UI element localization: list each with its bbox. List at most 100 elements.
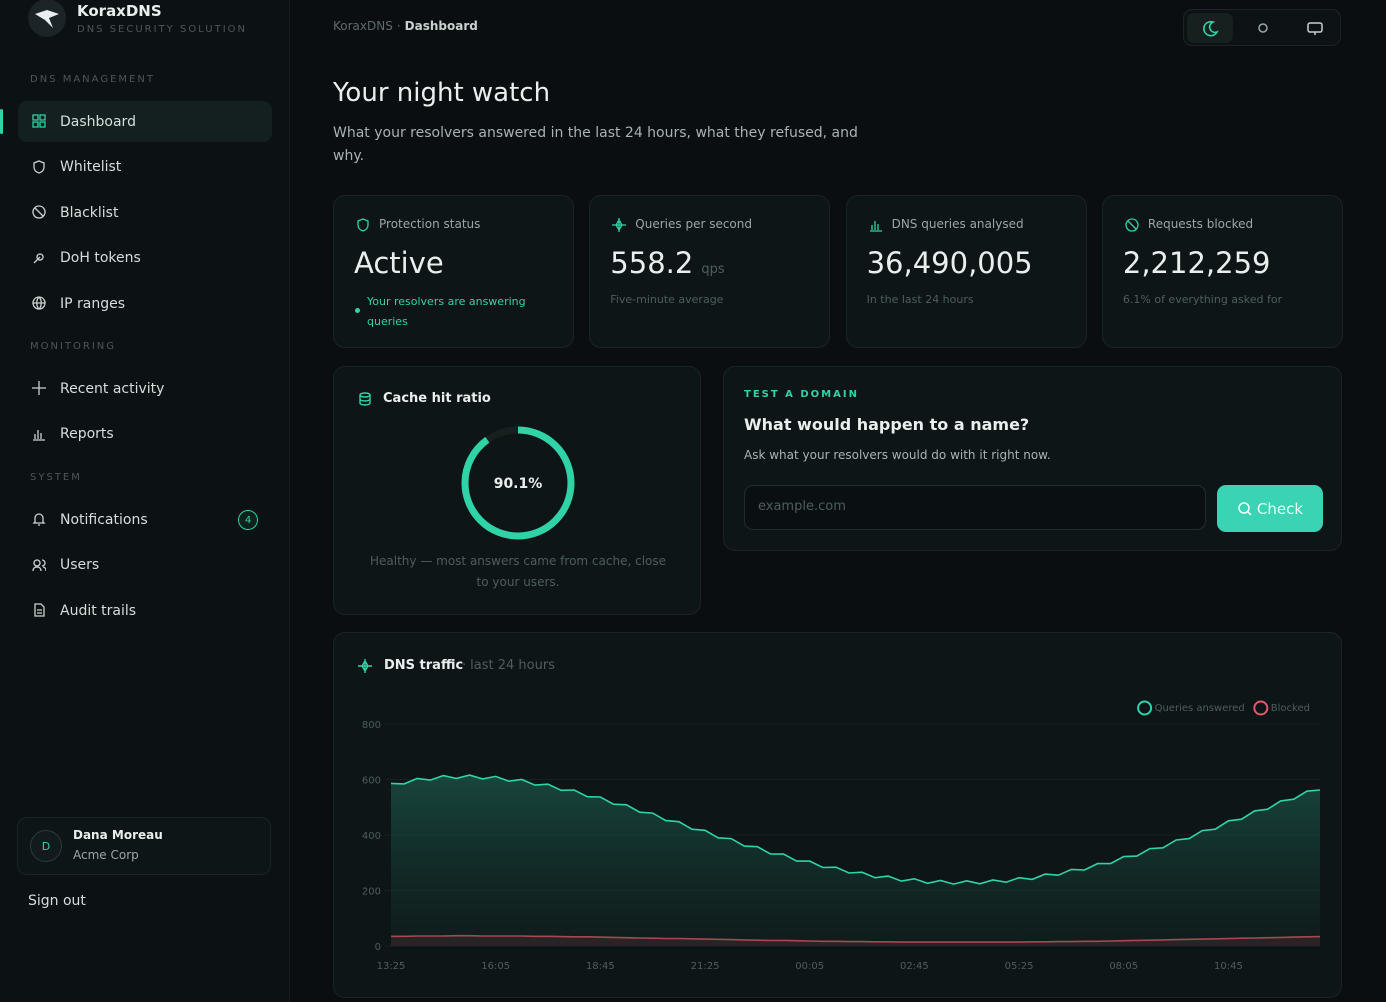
stat-label: Requests blocked [1147, 217, 1254, 231]
stat-label: DNS queries analysed [891, 217, 1024, 231]
nav-label: Users [60, 557, 100, 573]
stat-icon-shape [357, 218, 369, 232]
stat-card: Requests blocked 2,212,259 6.1% of everyth… [1101, 195, 1343, 348]
nav-item[interactable]: Whitelist [18, 147, 272, 188]
series-line [390, 774, 1321, 885]
stat-icon [357, 218, 369, 232]
stat-icon [869, 221, 882, 232]
nav-label: Reports [60, 426, 114, 442]
stat-unit: qps [701, 262, 725, 277]
nav-item[interactable]: Reports [18, 414, 272, 455]
y-tick-label: 800 [362, 720, 381, 731]
sidebar: KoraxDNS DNS SECURITY SOLUTION D Dana Mo… [0, 0, 290, 1002]
nav-item[interactable]: DoH tokens [18, 238, 272, 279]
theme-toggle [1183, 9, 1341, 46]
legend-label: Queries answered [1155, 703, 1245, 714]
series-line [391, 934, 1321, 943]
breadcrumb-current: Dashboard [404, 19, 478, 33]
donut-arc [461, 426, 575, 540]
test-description: Ask what your resolvers would do with it… [744, 448, 1051, 462]
nav-icon [32, 558, 46, 571]
status-dot [355, 308, 360, 313]
cache-icon [359, 392, 371, 406]
x-tick-label: 08:05 [1109, 961, 1138, 972]
x-tick-label: 16:05 [481, 961, 510, 972]
nav-item[interactable]: Blacklist [18, 192, 272, 233]
nav-item[interactable]: Users [18, 545, 272, 586]
x-tick-label: 10:45 [1214, 961, 1243, 972]
traffic-chart: 0 200 400 600 800 13:25 16:05 18:45 21:25 00:05 02… [362, 700, 1321, 972]
nav-icon-shape [32, 296, 46, 310]
check-button[interactable]: Check [1217, 485, 1323, 532]
user-name: Dana Moreau [73, 828, 163, 842]
breadcrumb-root[interactable]: KoraxDNS [333, 19, 393, 33]
theme-light[interactable] [1240, 13, 1286, 43]
chart-title: DNS traffic [384, 658, 464, 673]
cache-donut: 90.1% [461, 426, 575, 540]
nav-label: Recent activity [60, 380, 165, 397]
chart-subtitle-text: last 24 hours [470, 658, 555, 673]
nav-label: Whitelist [60, 159, 122, 175]
nav-item[interactable]: Recent activity [18, 368, 272, 409]
series-area [391, 775, 1320, 946]
page-description: What your resolvers answered in the last… [333, 125, 858, 164]
stat-value-text: 2,212,259 [1122, 246, 1271, 280]
legend-label: Blocked [1271, 703, 1310, 714]
nav-item[interactable]: Dashboard [18, 101, 272, 142]
stat-icon [1125, 218, 1139, 232]
nav-icon-shape [32, 205, 46, 219]
user-card[interactable]: D Dana Moreau Acme Corp [17, 817, 271, 875]
nav-item[interactable]: Notifications 4 [18, 499, 272, 540]
nav-icon [32, 205, 46, 219]
y-tick-label: 200 [362, 887, 381, 898]
y-tick-label: 0 [375, 942, 381, 953]
x-tick-label: 18:45 [586, 961, 615, 972]
brand-tagline: DNS SECURITY SOLUTION [77, 24, 247, 35]
x-tick-label: 21:25 [691, 961, 720, 972]
cache-value: 90.1% [494, 476, 543, 492]
x-tick-label: 13:25 [377, 961, 406, 972]
x-tick-label: 00:05 [795, 961, 824, 972]
test-card: TEST A DOMAIN What would happen to a nam… [723, 366, 1342, 551]
nav-icon-shape [32, 381, 46, 395]
nav-active-marker [0, 109, 3, 134]
stat-value: 558.2 qps [610, 246, 724, 280]
brand-name: KoraxDNS [77, 2, 162, 20]
cache-note: Healthy — most answers came from cache, … [370, 554, 666, 589]
search-icon [1238, 501, 1252, 516]
check-label: Check [1256, 499, 1304, 518]
stat-note: Your resolvers are answering queries [367, 295, 526, 328]
theme-system[interactable] [1292, 13, 1338, 43]
y-tick-label: 400 [362, 831, 381, 842]
stat-icon-shape [869, 221, 882, 232]
stat-card: DNS queries analysed 36,490,005 In the las… [845, 195, 1087, 348]
nav-label: IP ranges [60, 295, 126, 312]
stat-note: In the last 24 hours [866, 293, 974, 306]
logo [28, 0, 66, 37]
chart-subtitle: · last 24 hours [462, 658, 555, 673]
stat-note: 6.1% of everything asked for [1122, 293, 1283, 306]
nav-item[interactable]: Audit trails [18, 590, 272, 631]
breadcrumb-sep: · [396, 19, 401, 33]
legend-swatch [1253, 700, 1269, 716]
stat-value-text: 36,490,005 [866, 246, 1033, 280]
stat-card: Queries per second 558.2 qps Five-minute av… [589, 195, 831, 348]
nav-section-title: MONITORING [30, 341, 117, 352]
stat-label: Protection status [379, 217, 481, 231]
legend-swatch [1137, 700, 1153, 716]
nav-item[interactable]: IP ranges [18, 283, 272, 324]
nav-icon-shape [32, 558, 46, 571]
sign-out[interactable]: Sign out [28, 893, 86, 909]
cache-title: Cache hit ratio [383, 391, 491, 406]
theme-dark[interactable] [1187, 13, 1233, 43]
stat-value-text: 558.2 [610, 246, 694, 280]
user-avatar: D [30, 830, 62, 862]
stat-icon-shape [1125, 218, 1139, 232]
nav-label: Notifications [60, 511, 148, 528]
nav-icon [33, 429, 45, 441]
domain-input[interactable]: example.com [744, 485, 1206, 530]
stat-icon-shape [612, 218, 627, 232]
nav-icon [32, 513, 46, 526]
